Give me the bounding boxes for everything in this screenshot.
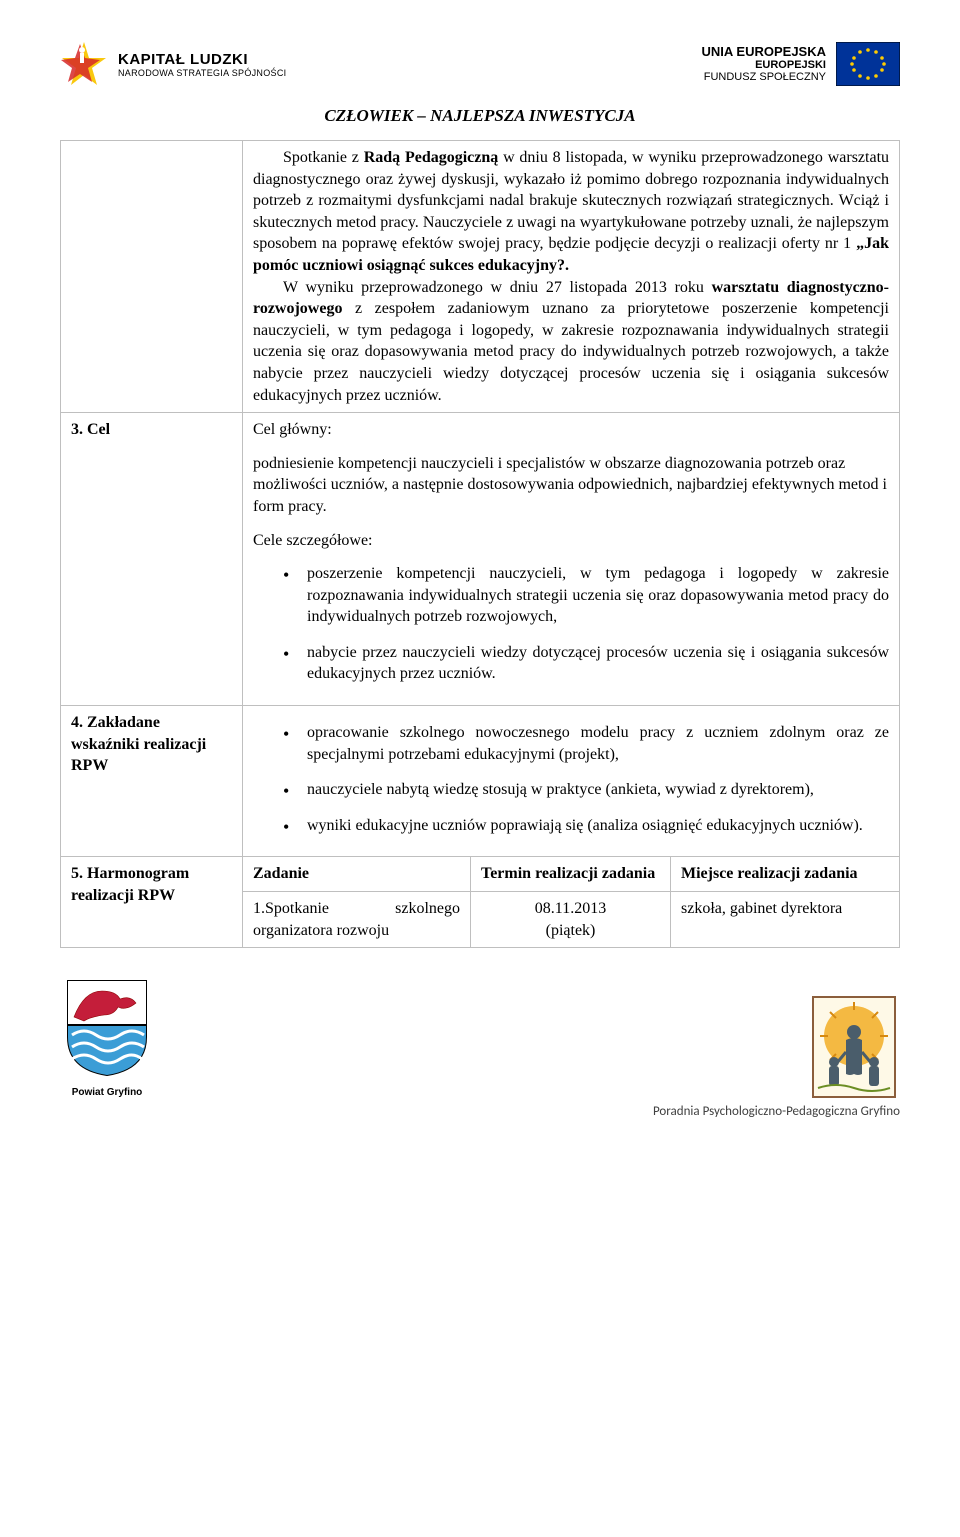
kapital-ludzki-logo: KAPITAŁ LUDZKI NARODOWA STRATEGIA SPÓJNO…	[60, 40, 286, 88]
document-title: CZŁOWIEK – NAJLEPSZA INWESTYCJA	[60, 106, 900, 126]
cele-szcz-heading: Cele szczegółowe:	[253, 530, 889, 552]
sched-h-zadanie: Zadanie	[243, 857, 471, 892]
page-header: KAPITAŁ LUDZKI NARODOWA STRATEGIA SPÓJNO…	[60, 40, 900, 88]
footer-text-wrap: Poradnia Psychologiczno-Pedagogiczna Gry…	[60, 1102, 900, 1120]
eu-flag-icon	[836, 42, 900, 86]
list-item: poszerzenie kompetencji nauczycieli, w t…	[283, 563, 889, 628]
list-item: nauczyciele nabytą wiedzę stosują w prak…	[283, 779, 889, 801]
sched-termin: 08.11.2013 (piątek)	[471, 892, 671, 948]
sched-zadanie: 1.Spotkanie szkolnego organizatora rozwo…	[243, 892, 471, 948]
row2-bullets: poszerzenie kompetencji nauczycieli, w t…	[283, 563, 889, 685]
main-table: Spotkanie z Radą Pedagogiczną w dniu 8 l…	[60, 140, 900, 948]
row1-p2: W wyniku przeprowadzonego w dniu 27 list…	[253, 277, 889, 407]
row1-p1: Spotkanie z Radą Pedagogiczną w dniu 8 l…	[253, 147, 889, 277]
eu-line1: UNIA EUROPEJSKA	[702, 45, 826, 59]
list-item: nabycie przez nauczycieli wiedzy dotyczą…	[283, 642, 889, 685]
eu-line2: EUROPEJSKI	[702, 59, 826, 71]
powiat-label: Powiat Gryfino	[64, 1087, 150, 1098]
powiat-block: Powiat Gryfino	[64, 972, 150, 1098]
eu-logo-block: UNIA EUROPEJSKA EUROPEJSKI FUNDUSZ SPOŁE…	[702, 42, 900, 86]
row4-label: 5. Harmonogram realizacji RPW	[61, 857, 243, 948]
cel-glowny-heading: Cel główny:	[253, 419, 889, 441]
kapital-star-icon	[60, 40, 108, 88]
page-footer: Powiat Gryfino	[60, 972, 900, 1098]
table-row: 3. Cel Cel główny: podniesienie kompeten…	[61, 413, 900, 706]
kapital-subtitle: NARODOWA STRATEGIA SPÓJNOŚCI	[118, 68, 286, 78]
table-row: Spotkanie z Radą Pedagogiczną w dniu 8 l…	[61, 141, 900, 413]
list-item: wyniki edukacyjne uczniów poprawiają się…	[283, 815, 889, 837]
sched-h-miejsce: Miejsce realizacji zadania	[671, 857, 900, 892]
row1-content: Spotkanie z Radą Pedagogiczną w dniu 8 l…	[243, 141, 900, 413]
row3-bullets: opracowanie szkolnego nowoczesnego model…	[283, 722, 889, 836]
table-row: 5. Harmonogram realizacji RPW Zadanie Te…	[61, 857, 900, 892]
sched-miejsce: szkoła, gabinet dyrektora	[671, 892, 900, 948]
eu-line3: FUNDUSZ SPOŁECZNY	[702, 71, 826, 83]
row2-label: 3. Cel	[61, 413, 243, 706]
table-row: 4. Zakładane wskaźniki realizacji RPW op…	[61, 706, 900, 857]
family-sun-icon	[812, 996, 896, 1098]
footer-right	[812, 996, 896, 1098]
kapital-title: KAPITAŁ LUDZKI	[118, 51, 286, 68]
row3-label: 4. Zakładane wskaźniki realizacji RPW	[61, 706, 243, 857]
cel-glowny-text: podniesienie kompetencji nauczycieli i s…	[253, 453, 889, 518]
row1-label	[61, 141, 243, 413]
footer-text: Poradnia Psychologiczno-Pedagogiczna Gry…	[653, 1104, 900, 1119]
row2-content: Cel główny: podniesienie kompetencji nau…	[243, 413, 900, 706]
powiat-shield-icon	[64, 972, 150, 1082]
sched-h-termin: Termin realizacji zadania	[471, 857, 671, 892]
row3-content: opracowanie szkolnego nowoczesnego model…	[243, 706, 900, 857]
list-item: opracowanie szkolnego nowoczesnego model…	[283, 722, 889, 765]
